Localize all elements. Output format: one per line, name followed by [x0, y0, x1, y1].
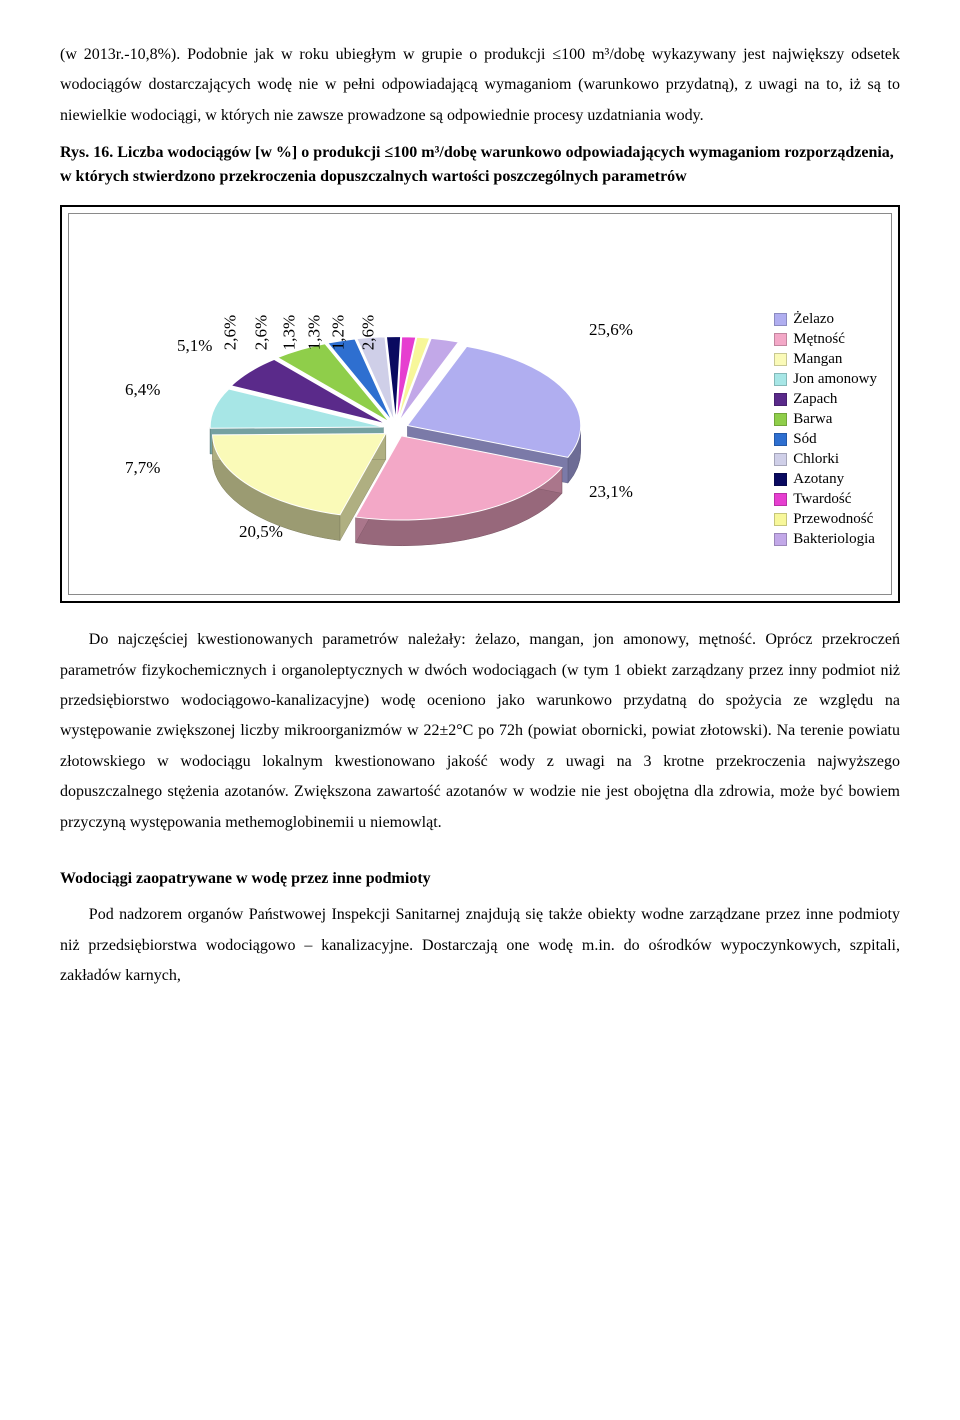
pie-chart: 25,6%23,1%20,5%7,7%6,4%5,1%2,6%2,6%1,3%1… — [68, 213, 892, 595]
legend-swatch — [774, 313, 787, 326]
legend-swatch — [774, 373, 787, 386]
section-heading: Wodociągi zaopatrywane w wodę przez inne… — [60, 864, 900, 894]
pie-slice-label: 23,1% — [589, 476, 633, 508]
pie-slice-label: 2,6% — [215, 315, 247, 350]
paragraph-intro: (w 2013r.-10,8%). Podobnie jak w roku ub… — [60, 40, 900, 131]
pie-slice-label: 2,6% — [353, 315, 385, 350]
pie-slice-label: 5,1% — [177, 330, 212, 362]
legend-label: Bakteriologia — [793, 525, 875, 554]
paragraph-analysis: Do najczęściej kwestionowanych parametró… — [60, 625, 900, 838]
legend-swatch — [774, 473, 787, 486]
legend-item: Bakteriologia — [774, 529, 877, 549]
legend-swatch — [774, 333, 787, 346]
legend-swatch — [774, 393, 787, 406]
legend-swatch — [774, 453, 787, 466]
legend-swatch — [774, 353, 787, 366]
legend-swatch — [774, 533, 787, 546]
figure-caption: Rys. 16. Liczba wodociągów [w %] o produ… — [60, 141, 900, 189]
legend-swatch — [774, 493, 787, 506]
chart-outer-border: 25,6%23,1%20,5%7,7%6,4%5,1%2,6%2,6%1,3%1… — [60, 205, 900, 603]
pie-slice-label: 25,6% — [589, 314, 633, 346]
legend-swatch — [774, 513, 787, 526]
pie-slice-label: 7,7% — [125, 452, 160, 484]
pie-slice-label: 1,2% — [323, 315, 355, 350]
pie-slice-label: 6,4% — [125, 374, 160, 406]
pie-slice-label: 20,5% — [239, 516, 283, 548]
legend-item: Barwa — [774, 409, 877, 429]
paragraph-other: Pod nadzorem organów Państwowej Inspekcj… — [60, 900, 900, 991]
legend-swatch — [774, 413, 787, 426]
legend-swatch — [774, 433, 787, 446]
chart-legend: ŻelazoMętnośćManganJon amonowyZapachBarw… — [774, 309, 877, 549]
